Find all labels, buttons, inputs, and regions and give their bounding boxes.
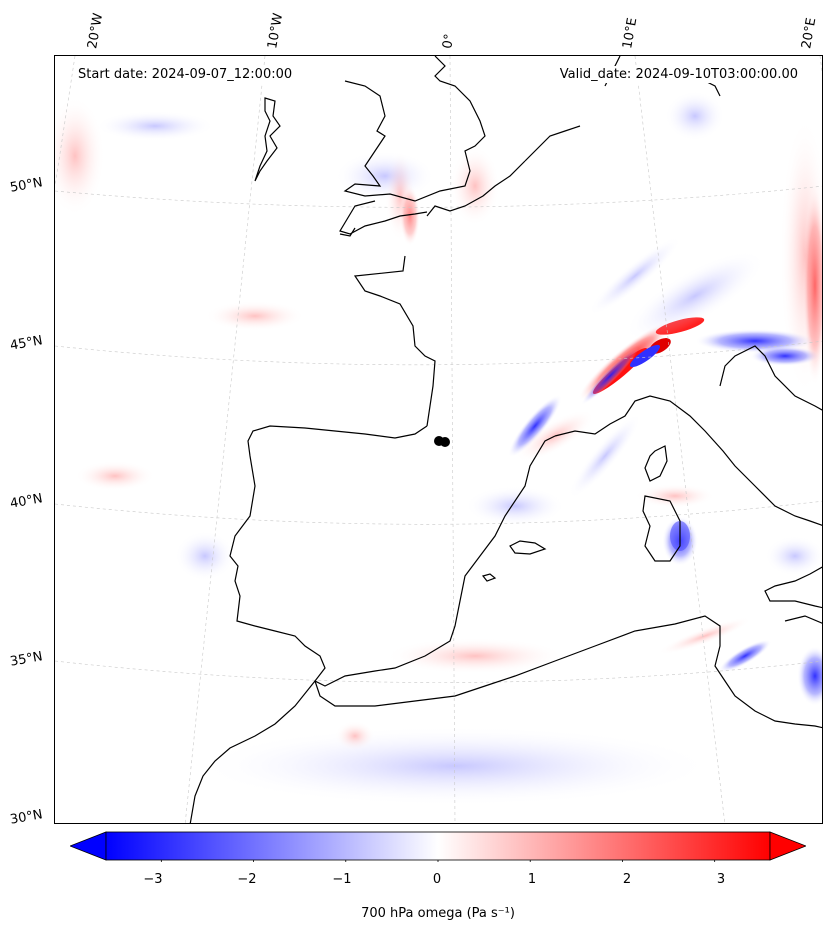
- lat-label-45n: 45°N: [8, 333, 44, 354]
- morocco-atlantic-coast: [189, 680, 316, 823]
- colorbar-gradient: [105, 831, 771, 861]
- colorbar-tick-label: 1: [527, 872, 537, 887]
- colorbar-ticks: [160, 860, 716, 862]
- lon-label-20e: 20°E: [799, 16, 820, 51]
- colorbar-high-extend: [769, 831, 806, 861]
- adriatic-coast: [719, 345, 822, 411]
- map-panel[interactable]: [54, 55, 823, 824]
- colorbar-tick-label: −1: [332, 872, 352, 887]
- start-date-label: Start date: 2024-09-07_12:00:00: [74, 66, 297, 83]
- sicily-coast: [784, 615, 822, 624]
- benelux-coast: [524, 125, 581, 162]
- graticule: [55, 56, 822, 823]
- colorbar-tick-label: 3: [716, 872, 726, 887]
- lon-label-10w: 10°W: [265, 12, 287, 51]
- italy-boot-coast: [764, 566, 822, 609]
- corsica-coast: [644, 445, 668, 482]
- menorca-coast: [481, 573, 497, 582]
- lon-label-20w: 20°W: [85, 12, 107, 51]
- colorbar-tick-label: −2: [237, 872, 257, 887]
- iberia-coast: [229, 425, 556, 687]
- lat-label-40n: 40°N: [8, 491, 44, 512]
- omega-field: [55, 91, 822, 806]
- lat-label-30n: 30°N: [8, 807, 44, 828]
- colorbar-tick-label: 0: [432, 872, 442, 887]
- balearic-coast: [509, 540, 547, 555]
- france-north-coast: [339, 227, 356, 237]
- lat-label-35n: 35°N: [8, 649, 44, 670]
- colorbar-tick-label: −3: [143, 872, 163, 887]
- great-britain-coast: [343, 56, 486, 202]
- lon-label-0: 0°: [440, 32, 458, 50]
- map-canvas: [55, 56, 822, 823]
- colorbar-low-extend: [70, 831, 107, 861]
- valid-date-label: Valid_date: 2024-09-10T03:00:00.00: [555, 66, 802, 83]
- location-marker: [434, 436, 450, 447]
- wales-coast: [339, 200, 428, 235]
- lat-label-50n: 50°N: [8, 175, 44, 196]
- colorbar-label: 700 hPa omega (Pa s⁻¹): [361, 906, 515, 921]
- coastlines: [189, 56, 822, 823]
- lon-label-10e: 10°E: [620, 16, 641, 51]
- sardinia-coast: [642, 495, 681, 562]
- colorbar-tick-label: 2: [622, 872, 632, 887]
- colorbar: [70, 831, 806, 862]
- gulf-of-lion-coast: [554, 395, 822, 526]
- channel-coast: [426, 160, 526, 217]
- ireland-coast: [254, 97, 281, 182]
- brittany-coast: [353, 255, 436, 427]
- north-africa-coast: [314, 615, 822, 729]
